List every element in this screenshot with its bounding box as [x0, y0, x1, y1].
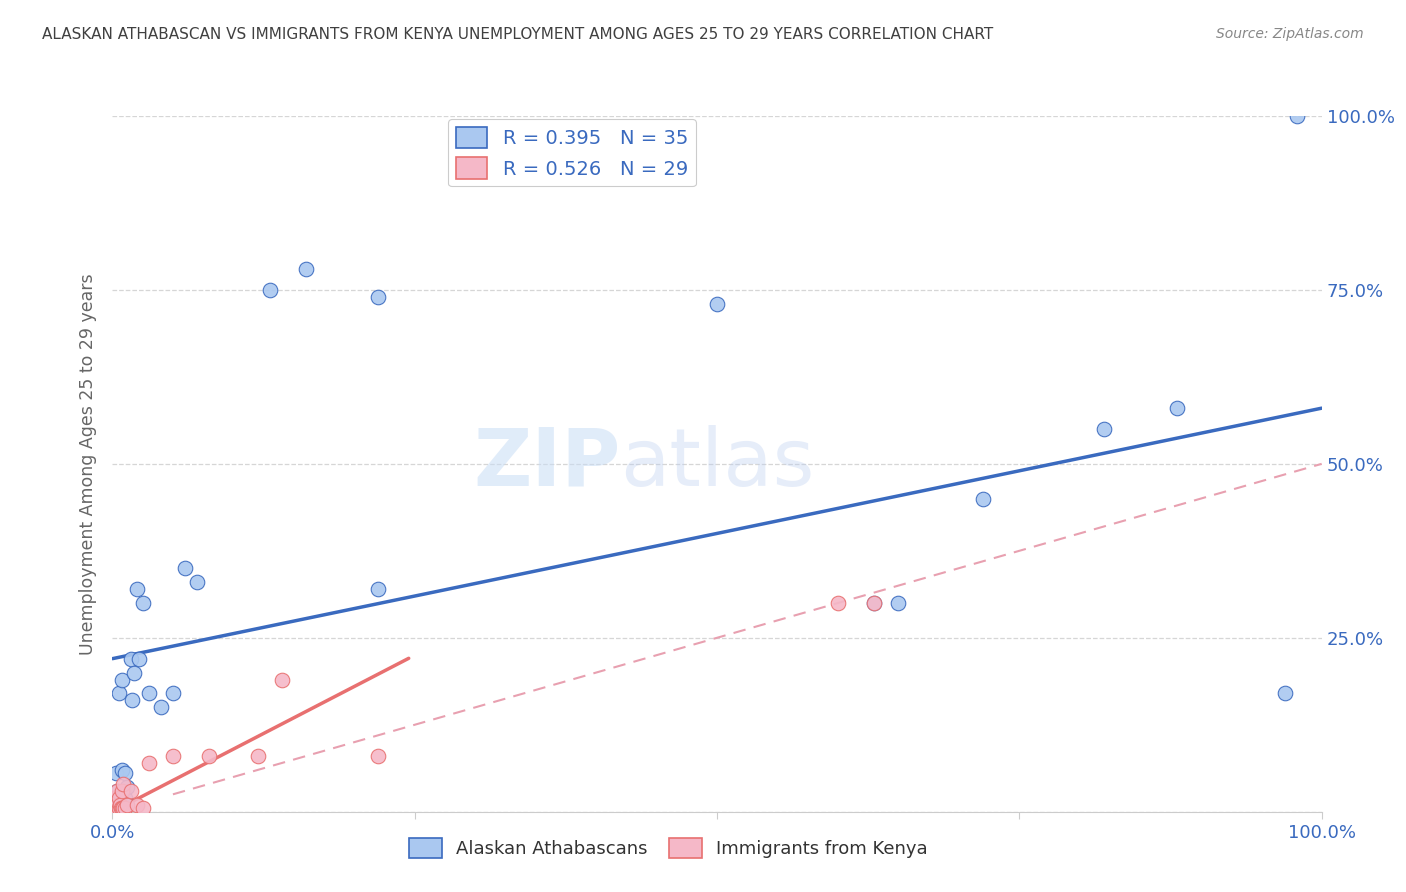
Point	[108, 790, 131, 805]
Point	[111, 801, 134, 815]
Point	[132, 801, 155, 815]
Point	[111, 784, 134, 798]
Point	[107, 801, 129, 815]
Point	[972, 491, 994, 506]
Point	[121, 693, 143, 707]
Legend: Alaskan Athabascans, Immigrants from Kenya: Alaskan Athabascans, Immigrants from Ken…	[402, 831, 935, 865]
Point	[115, 780, 138, 795]
Point	[115, 797, 138, 812]
Point	[270, 673, 292, 687]
Point	[367, 290, 389, 304]
Point	[162, 686, 184, 700]
Point	[108, 797, 131, 812]
Point	[104, 801, 127, 815]
Point	[104, 794, 127, 808]
Point	[105, 766, 128, 780]
Point	[138, 686, 160, 700]
Point	[110, 790, 132, 805]
Point	[887, 596, 910, 610]
Point	[367, 582, 389, 596]
Point	[107, 686, 129, 700]
Point	[110, 801, 132, 815]
Point	[107, 790, 129, 805]
Text: ALASKAN ATHABASCAN VS IMMIGRANTS FROM KENYA UNEMPLOYMENT AMONG AGES 25 TO 29 YEA: ALASKAN ATHABASCAN VS IMMIGRANTS FROM KE…	[42, 27, 994, 42]
Point	[120, 651, 142, 665]
Point	[112, 777, 135, 791]
Point	[112, 801, 135, 815]
Point	[103, 797, 125, 812]
Point	[105, 790, 128, 805]
Point	[105, 784, 128, 798]
Point	[122, 665, 145, 680]
Point	[1274, 686, 1296, 700]
Point	[114, 790, 136, 805]
Point	[1092, 422, 1115, 436]
Point	[112, 784, 135, 798]
Point	[114, 766, 136, 780]
Point	[295, 262, 318, 277]
Point	[111, 763, 134, 777]
Point	[1166, 401, 1188, 416]
Point	[246, 749, 269, 764]
Text: ZIP: ZIP	[472, 425, 620, 503]
Point	[706, 297, 728, 311]
Point	[125, 797, 148, 812]
Point	[105, 784, 128, 798]
Point	[138, 756, 160, 770]
Point	[186, 575, 208, 590]
Point	[132, 596, 155, 610]
Text: atlas: atlas	[620, 425, 814, 503]
Text: Source: ZipAtlas.com: Source: ZipAtlas.com	[1216, 27, 1364, 41]
Point	[105, 801, 128, 815]
Point	[125, 582, 148, 596]
Point	[103, 790, 125, 805]
Point	[259, 283, 281, 297]
Point	[128, 651, 150, 665]
Point	[198, 749, 221, 764]
Point	[162, 749, 184, 764]
Point	[1286, 109, 1309, 123]
Point	[105, 797, 128, 812]
Point	[827, 596, 849, 610]
Point	[114, 801, 136, 815]
Point	[120, 784, 142, 798]
Point	[107, 790, 129, 805]
Point	[149, 700, 172, 714]
Y-axis label: Unemployment Among Ages 25 to 29 years: Unemployment Among Ages 25 to 29 years	[79, 273, 97, 655]
Point	[863, 596, 886, 610]
Point	[174, 561, 197, 575]
Point	[111, 673, 134, 687]
Point	[863, 596, 886, 610]
Point	[367, 749, 389, 764]
